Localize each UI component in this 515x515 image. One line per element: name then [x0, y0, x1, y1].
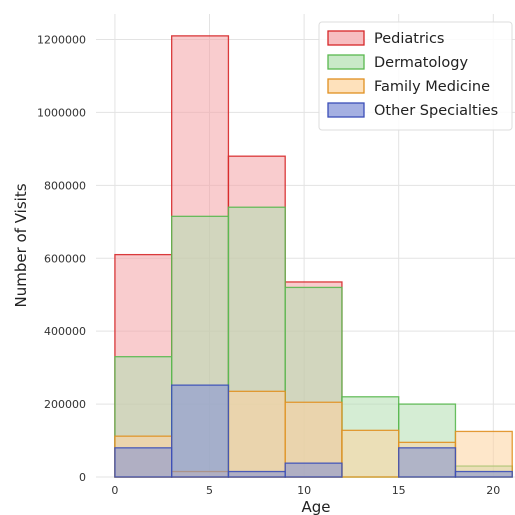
x-tick-label: 5 [206, 484, 213, 497]
y-tick-label: 1200000 [37, 34, 86, 47]
y-tick-label: 0 [79, 471, 86, 484]
y-tick-label: 200000 [44, 398, 86, 411]
histogram-bar [227, 470, 286, 478]
y-tick-label: 400000 [44, 325, 86, 338]
histogram-bar [341, 429, 400, 478]
histogram-bar [454, 470, 513, 478]
x-tick-label: 20 [486, 484, 500, 497]
legend-label: Dermatology [374, 55, 468, 71]
legend-label: Family Medicine [374, 79, 490, 95]
legend-frame [318, 21, 513, 131]
x-tick-label: 15 [392, 484, 406, 497]
y-axis-label: Number of Visits [12, 183, 30, 307]
x-tick-label: 10 [297, 484, 311, 497]
y-tick-label: 1000000 [37, 106, 86, 119]
x-tick-label: 0 [111, 484, 118, 497]
x-axis-label: Age [301, 498, 330, 515]
legend-label: Other Specialties [374, 103, 498, 119]
histogram-bar [171, 384, 230, 478]
legend: Pediatrics Dermatology Family Medicine Othe… [318, 21, 513, 131]
legend-swatch [327, 30, 365, 46]
histogram-bar [284, 462, 343, 478]
histogram-bars [114, 35, 513, 478]
histogram-bar [114, 447, 173, 478]
axis-ticks: 0 200000 400000 600000 800000 1000000 1200000 0… [37, 34, 500, 497]
histogram-bar [398, 447, 457, 478]
y-tick-label: 600000 [44, 252, 86, 265]
histogram-bar [454, 430, 513, 478]
legend-swatch [327, 78, 365, 94]
legend-swatch [327, 54, 365, 70]
y-tick-label: 800000 [44, 179, 86, 192]
series-other-specialties [114, 384, 513, 478]
legend-label: Pediatrics [374, 31, 444, 47]
legend-swatch [327, 102, 365, 118]
histogram-bar [227, 390, 286, 478]
